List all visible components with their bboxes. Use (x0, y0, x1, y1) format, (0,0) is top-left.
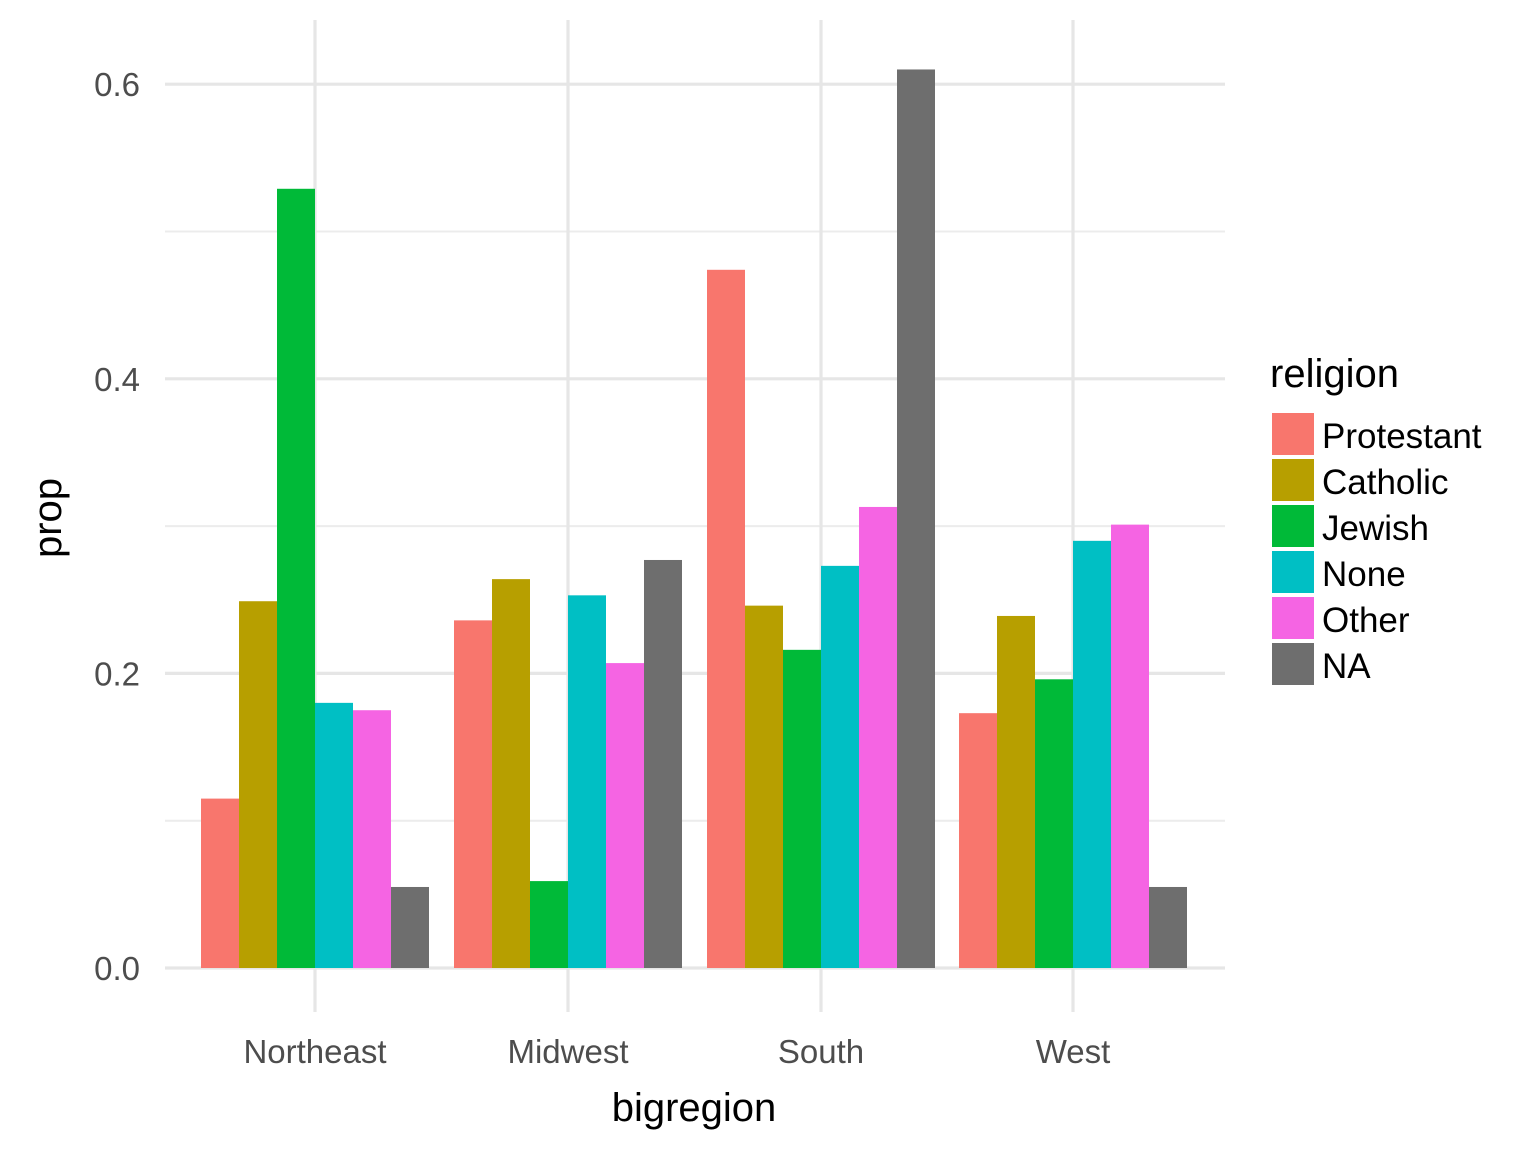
x-tick-label: South (778, 1033, 864, 1070)
legend-key-jewish (1272, 505, 1314, 547)
bar-jewish-midwest (530, 881, 568, 968)
bar-other-northeast (353, 710, 391, 968)
bar-none-northeast (315, 702, 353, 968)
legend-key-na (1272, 643, 1314, 685)
x-tick-label: Northeast (243, 1033, 386, 1070)
legend-label: NA (1322, 647, 1371, 686)
bar-other-south (859, 506, 897, 968)
y-tick-label: 0.0 (94, 950, 140, 987)
bar-na-northeast (391, 886, 429, 968)
bar-catholic-south (745, 605, 783, 968)
bar-none-south (821, 565, 859, 968)
x-tick-label: West (1036, 1033, 1111, 1070)
x-axis-tick-labels: Northeast Midwest South West (243, 1033, 1110, 1070)
legend-label: Jewish (1322, 509, 1429, 548)
y-tick-label: 0.2 (94, 655, 140, 692)
bar-jewish-west (1035, 679, 1073, 968)
x-tick-label: Midwest (507, 1033, 628, 1070)
bar-na-south (897, 69, 935, 969)
y-axis-tick-labels: 0.0 0.2 0.4 0.6 (94, 66, 140, 987)
legend-key-none (1272, 551, 1314, 593)
x-axis-title: bigregion (612, 1086, 777, 1130)
legend-label: Protestant (1322, 417, 1482, 456)
legend-label: Other (1322, 601, 1410, 640)
bar-protestant-midwest (454, 620, 492, 968)
bar-jewish-south (783, 649, 821, 968)
y-tick-label: 0.6 (94, 66, 140, 103)
legend: religion Protestant Catholic Jewish None Oth… (1270, 352, 1482, 686)
bar-catholic-west (997, 615, 1035, 968)
legend-label: Catholic (1322, 463, 1448, 502)
legend-key-other (1272, 597, 1314, 639)
bar-jewish-northeast (277, 188, 315, 968)
bar-none-west (1073, 540, 1111, 968)
bar-protestant-west (959, 713, 997, 968)
y-tick-label: 0.4 (94, 361, 140, 398)
legend-key-catholic (1272, 459, 1314, 501)
bar-protestant-south (707, 269, 745, 969)
bar-na-midwest (644, 559, 682, 968)
legend-key-protestant (1272, 413, 1314, 455)
legend-items: Protestant Catholic Jewish None Other NA (1272, 413, 1482, 686)
bar-na-west (1149, 886, 1187, 968)
bars-group (201, 69, 1187, 969)
bar-protestant-northeast (201, 798, 239, 968)
bar-other-west (1111, 524, 1149, 968)
legend-title: religion (1270, 352, 1399, 396)
bar-catholic-northeast (239, 601, 277, 968)
bar-catholic-midwest (492, 579, 530, 968)
bar-other-midwest (606, 663, 644, 968)
y-axis-title: prop (26, 478, 70, 558)
bar-none-midwest (568, 595, 606, 968)
legend-label: None (1322, 555, 1406, 594)
